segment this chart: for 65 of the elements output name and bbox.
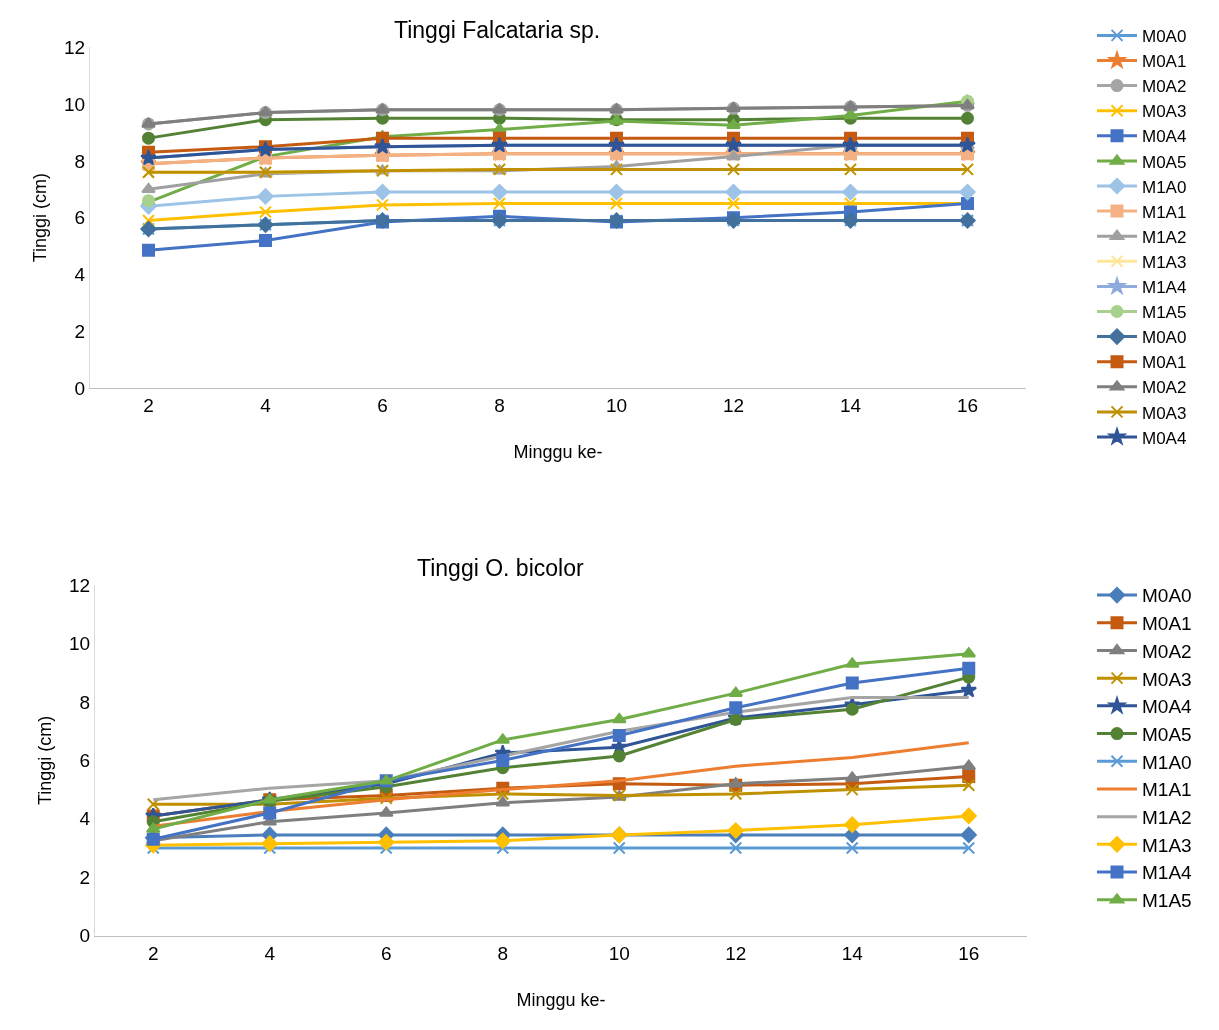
y-tick-label: 2 bbox=[74, 320, 86, 342]
legend-label: M1A3 bbox=[1142, 252, 1187, 272]
y-tick-label: 10 bbox=[69, 633, 91, 655]
legend-label: M1A4 bbox=[1142, 278, 1187, 298]
y-tick-label: 6 bbox=[79, 750, 91, 772]
x-axis-title: Minggu ke- bbox=[513, 442, 603, 463]
y-tick-label: 8 bbox=[74, 150, 86, 172]
y-tick-label: 12 bbox=[64, 36, 86, 58]
legend-label: M1A1 bbox=[1142, 202, 1187, 222]
x-tick-label: 2 bbox=[143, 394, 154, 416]
x-tick-label: 16 bbox=[956, 394, 979, 416]
legend-label: M0A1 bbox=[1142, 52, 1187, 72]
x-axis-title: Minggu ke- bbox=[516, 989, 606, 1010]
legend-label: M1A0 bbox=[1142, 751, 1192, 773]
y-axis-title: Tinggi (cm) bbox=[35, 715, 56, 806]
legend-label: M0A4 bbox=[1142, 428, 1187, 448]
x-tick-label: 8 bbox=[497, 942, 509, 964]
legend-label: M0A2 bbox=[1142, 640, 1192, 662]
y-tick-label: 4 bbox=[79, 808, 91, 830]
x-tick-label: 4 bbox=[264, 942, 276, 964]
chart-title: Tinggi O. bicolor bbox=[417, 555, 584, 581]
legend-label: M0A0 bbox=[1142, 27, 1187, 47]
y-tick-label: 0 bbox=[79, 925, 91, 947]
x-tick-label: 12 bbox=[725, 942, 747, 964]
y-tick-label: 6 bbox=[74, 207, 86, 229]
legend-label: M0A2 bbox=[1142, 378, 1187, 398]
legend-label: M0A5 bbox=[1142, 723, 1192, 745]
x-tick-label: 10 bbox=[605, 394, 628, 416]
legend-label: M1A5 bbox=[1142, 890, 1192, 912]
legend-label: M1A1 bbox=[1142, 779, 1192, 801]
x-tick-label: 16 bbox=[958, 942, 980, 964]
legend-label: M1A5 bbox=[1142, 303, 1187, 323]
chart-title: Tinggi Falcataria sp. bbox=[394, 17, 601, 43]
y-tick-label: 0 bbox=[74, 377, 86, 399]
y-tick-label: 2 bbox=[79, 866, 91, 888]
y-tick-label: 12 bbox=[69, 574, 91, 596]
legend-label: M1A3 bbox=[1142, 834, 1192, 856]
x-tick-label: 14 bbox=[839, 394, 862, 416]
legend-label: M1A4 bbox=[1142, 862, 1193, 884]
legend-label: M0A0 bbox=[1142, 585, 1192, 607]
x-tick-label: 12 bbox=[722, 394, 745, 416]
legend-label: M0A2 bbox=[1142, 77, 1187, 97]
legend-label: M0A1 bbox=[1142, 353, 1187, 373]
y-tick-label: 4 bbox=[74, 264, 86, 286]
x-tick-label: 14 bbox=[841, 942, 864, 964]
legend-label: M1A0 bbox=[1142, 177, 1187, 197]
x-tick-label: 2 bbox=[147, 942, 159, 964]
legend-label: M0A1 bbox=[1142, 613, 1192, 635]
x-tick-label: 6 bbox=[377, 394, 388, 416]
legend-label: M0A3 bbox=[1142, 668, 1192, 690]
legend-label: M0A3 bbox=[1142, 102, 1187, 122]
y-tick-label: 8 bbox=[79, 691, 91, 713]
legend-label: M0A4 bbox=[1142, 696, 1193, 718]
legend-label: M0A0 bbox=[1142, 328, 1187, 348]
x-tick-label: 10 bbox=[608, 942, 630, 964]
legend-label: M0A5 bbox=[1142, 152, 1187, 172]
x-tick-label: 4 bbox=[260, 394, 272, 416]
x-tick-label: 8 bbox=[494, 394, 505, 416]
legend-label: M0A4 bbox=[1142, 127, 1187, 147]
legend-label: M1A2 bbox=[1142, 227, 1187, 247]
legend-label: M1A2 bbox=[1142, 807, 1192, 829]
y-tick-label: 10 bbox=[64, 93, 86, 115]
legend-label: M0A3 bbox=[1142, 403, 1187, 423]
y-axis-title: Tinggi (cm) bbox=[30, 173, 51, 263]
x-tick-label: 6 bbox=[380, 942, 392, 964]
